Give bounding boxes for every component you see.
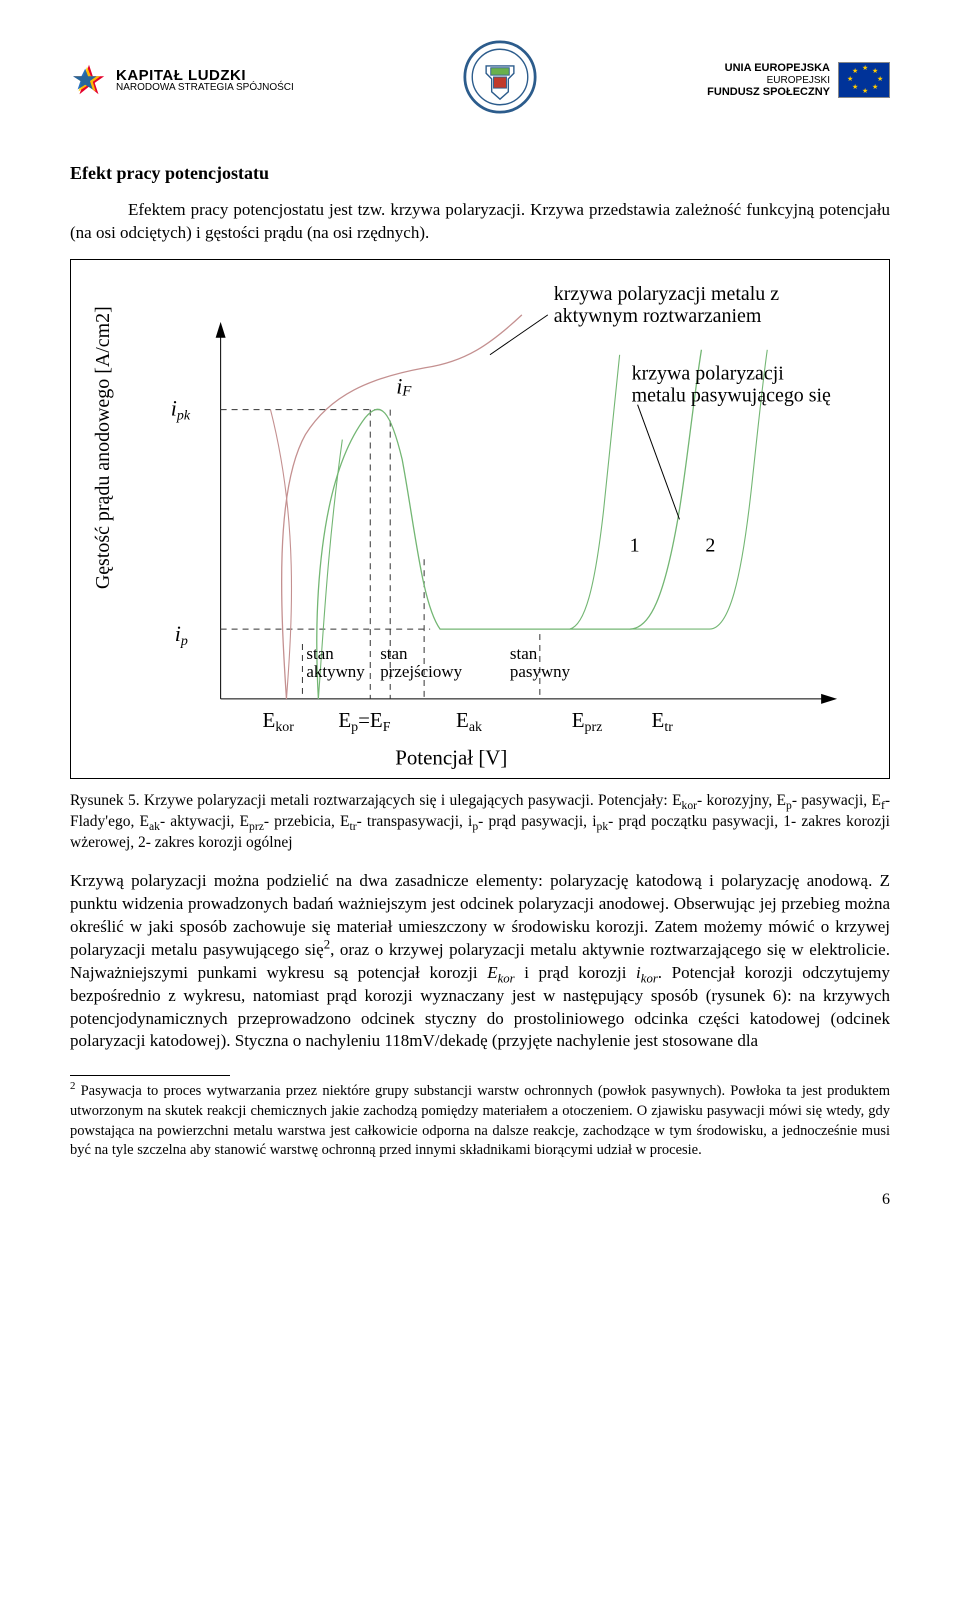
- page-number: 6: [70, 1189, 890, 1211]
- polarization-figure: Gęstość prądu anodowego [A/cm2] ipk ip i…: [70, 259, 890, 779]
- logo-kapital-ludzki: KAPITAŁ LUDZKI NARODOWA STRATEGIA SPÓJNO…: [70, 61, 294, 99]
- callout-top: krzywa polaryzacji metalu z aktywnym roz…: [554, 283, 784, 327]
- eu-flag-icon: ★ ★ ★ ★ ★ ★ ★ ★: [838, 62, 890, 98]
- ytick-ipk: ipk: [171, 396, 191, 424]
- zone-active: stan aktywny: [306, 644, 365, 681]
- xtick-Eprz: Eprz: [572, 708, 603, 735]
- curve-active-cathodic: [271, 410, 292, 699]
- polarization-chart: Gęstość prądu anodowego [A/cm2] ipk ip i…: [71, 260, 889, 779]
- footnote-text: 2 Pasywacja to proces wytwarzania przez …: [70, 1082, 890, 1160]
- lead-paragraph: Efektem pracy potencjostatu jest tzw. kr…: [70, 199, 890, 245]
- marker-2: 2: [705, 534, 715, 556]
- xtick-Etr: Etr: [652, 708, 674, 735]
- curve-passivating-variant1: [570, 355, 620, 629]
- eu-line1: UNIA EUROPEJSKA: [707, 62, 830, 75]
- page-header: KAPITAŁ LUDZKI NARODOWA STRATEGIA SPÓJNO…: [70, 40, 890, 121]
- shield-icon: [463, 40, 537, 114]
- zone-transition: stan przejściowy: [380, 644, 462, 681]
- section-title: Efekt pracy potencjostatu: [70, 161, 890, 185]
- kl-star-icon: [70, 61, 108, 99]
- xtick-EpEF: Ep=EF: [338, 708, 390, 735]
- footnote-rule: [70, 1075, 230, 1076]
- xtick-Ekor: Ekor: [263, 708, 295, 735]
- eu-line3: FUNDUSZ SPOŁECZNY: [707, 86, 830, 99]
- body-paragraph: Krzywą polaryzacji można podzielić na dw…: [70, 870, 890, 1054]
- xtick-Eak: Eak: [456, 708, 482, 735]
- eu-line2: EUROPEJSKI: [707, 75, 830, 87]
- x-axis-label: Potencjał [V]: [395, 746, 507, 770]
- kl-subtitle: NARODOWA STRATEGIA SPÓJNOŚCI: [116, 83, 294, 93]
- ytick-ip: ip: [175, 621, 188, 649]
- figure-caption: Rysunek 5. Krzywe polaryzacji metali roz…: [70, 791, 890, 854]
- kl-title: KAPITAŁ LUDZKI: [116, 68, 294, 83]
- y-axis-label: Gęstość prądu anodowego [A/cm2]: [92, 306, 114, 589]
- logo-eu: UNIA EUROPEJSKA EUROPEJSKI FUNDUSZ SPOŁE…: [707, 62, 890, 99]
- lead-text: Efektem pracy potencjostatu jest tzw. kr…: [70, 200, 890, 242]
- center-university-badge: [463, 40, 537, 121]
- iF-label: iF: [396, 374, 412, 400]
- marker-1: 1: [630, 534, 640, 556]
- curve-active-dissolution: [282, 315, 522, 699]
- callout-right: krzywa polaryzacji metalu pasywującego s…: [632, 363, 831, 407]
- zone-passive: stan pasywny: [510, 644, 571, 681]
